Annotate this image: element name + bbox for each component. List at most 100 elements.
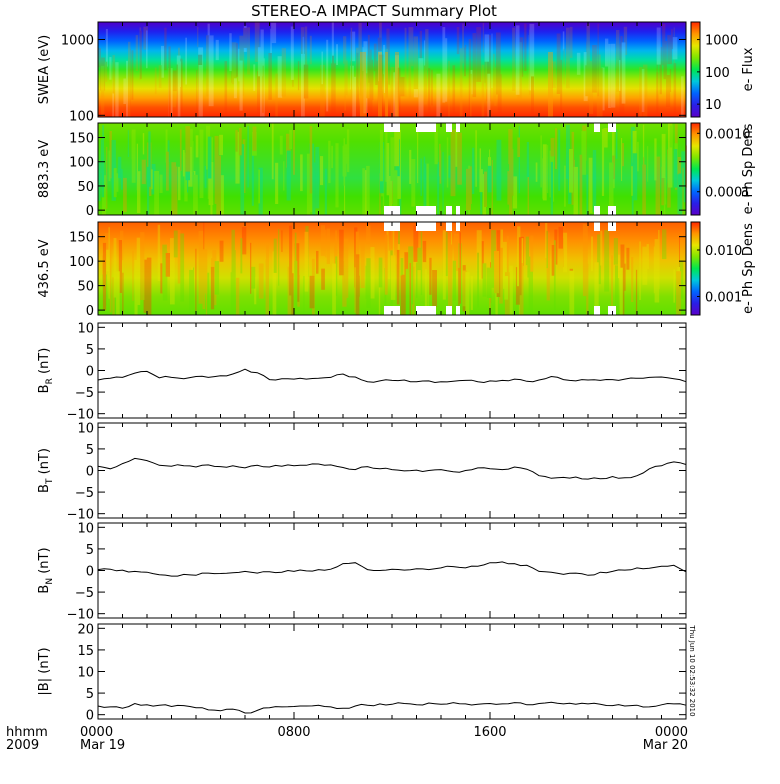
heatmap-streak [655, 161, 658, 211]
heatmap-streak [367, 72, 373, 116]
heatmap-streak [350, 31, 356, 62]
heatmap-streak [148, 131, 151, 187]
y-axis-label-sub: T [45, 478, 55, 485]
heatmap-streak [112, 277, 115, 315]
heatmap-streak [556, 33, 561, 94]
heatmap-streak [352, 76, 356, 117]
heatmap-streak [418, 58, 424, 117]
heatmap-streak [178, 61, 181, 87]
heatmap-streak [366, 225, 371, 245]
heatmap-streak [180, 233, 185, 302]
heatmap-streak [450, 129, 456, 197]
heatmap-streak [102, 125, 104, 146]
heatmap-streak [326, 39, 329, 112]
heatmap-streak [139, 27, 142, 80]
heatmap-streak [257, 47, 263, 77]
heatmap-streak [151, 169, 153, 190]
heatmap-streak [663, 149, 666, 215]
heatmap-streak [674, 143, 678, 174]
data-gap [594, 206, 600, 215]
heatmap-streak [423, 163, 429, 215]
heatmap-streak [413, 41, 416, 74]
heatmap-streak [344, 244, 347, 283]
data-gap [456, 306, 460, 315]
heatmap-streak [379, 173, 381, 215]
colorbar [690, 122, 701, 216]
heatmap-streak [258, 169, 260, 204]
heatmap-streak [612, 129, 615, 189]
heatmap-streak [547, 145, 549, 194]
heatmap-streak [586, 174, 589, 215]
heatmap-streak [141, 159, 146, 185]
data-gap [416, 123, 436, 132]
heatmap-streak [592, 45, 597, 93]
heatmap-streak [424, 40, 426, 80]
heatmap-streak [363, 41, 368, 114]
heatmap-streak [646, 244, 649, 269]
colorbar-label: e- Flux [741, 47, 756, 91]
heatmap-streak [378, 257, 383, 288]
heatmap-streak [480, 177, 483, 215]
heatmap-streak [198, 54, 203, 108]
heatmap-streak [294, 232, 297, 267]
heatmap-streak [254, 22, 260, 62]
heatmap-streak [105, 249, 111, 272]
heatmap-streak [459, 48, 463, 117]
heatmap-streak [354, 267, 358, 313]
heatmap-streak [597, 23, 599, 97]
heatmap-streak [328, 140, 331, 184]
heatmap-streak [207, 23, 210, 77]
heatmap-streak [518, 237, 522, 296]
heatmap-streak [626, 247, 630, 270]
heatmap-streak [588, 157, 593, 214]
heatmap-streak [202, 249, 208, 294]
heatmap-streak [468, 165, 471, 215]
heatmap-streak [631, 166, 636, 196]
x-axis-year-label: 2009 [6, 738, 39, 753]
heatmap-streak [360, 52, 366, 117]
heatmap-streak [216, 155, 221, 215]
heatmap-streak [375, 60, 379, 85]
data-gap [594, 123, 600, 132]
heatmap-streak [230, 272, 234, 315]
colorbar-tick-label: 1000 [705, 34, 738, 49]
heatmap-streak [309, 126, 313, 194]
heatmap-streak [434, 124, 438, 165]
heatmap-streak [268, 53, 272, 100]
y-tick-label: 1000 [61, 33, 94, 48]
heatmap-streak [531, 76, 534, 117]
field-series-line [97, 561, 687, 577]
heatmap-streak [286, 133, 291, 168]
heatmap-streak [661, 166, 665, 206]
heatmap-streak [184, 152, 188, 202]
heatmap-streak [260, 29, 264, 89]
heatmap-streak [499, 247, 503, 304]
y-tick-label: 0 [86, 465, 94, 480]
heatmap-streak [358, 23, 362, 87]
heatmap-streak [404, 276, 406, 315]
heatmap-streak [242, 139, 246, 193]
heatmap-streak [251, 137, 254, 206]
heatmap-streak [545, 223, 548, 258]
heatmap-streak [663, 177, 667, 205]
heatmap-streak [642, 164, 646, 215]
heatmap-streak [396, 249, 400, 305]
heatmap-streak [390, 250, 393, 315]
heatmap-streak [603, 128, 608, 148]
y-tick-label: 5 [86, 687, 94, 702]
heatmap-streak [360, 242, 365, 288]
heatmap-streak [193, 174, 198, 215]
heatmap-streak [452, 260, 456, 301]
heatmap-streak [232, 257, 235, 285]
heatmap-streak [131, 131, 134, 160]
heatmap-streak [413, 225, 419, 262]
heatmap-streak [581, 131, 586, 175]
y-axis-label: BT (nT) [37, 448, 55, 493]
heatmap-streak [512, 29, 514, 67]
heatmap-streak [187, 149, 189, 193]
data-gap [384, 206, 400, 215]
heatmap-streak [432, 270, 437, 307]
heatmap-streak [681, 76, 684, 117]
heatmap-streak [408, 246, 414, 305]
heatmap-streak [563, 232, 568, 273]
